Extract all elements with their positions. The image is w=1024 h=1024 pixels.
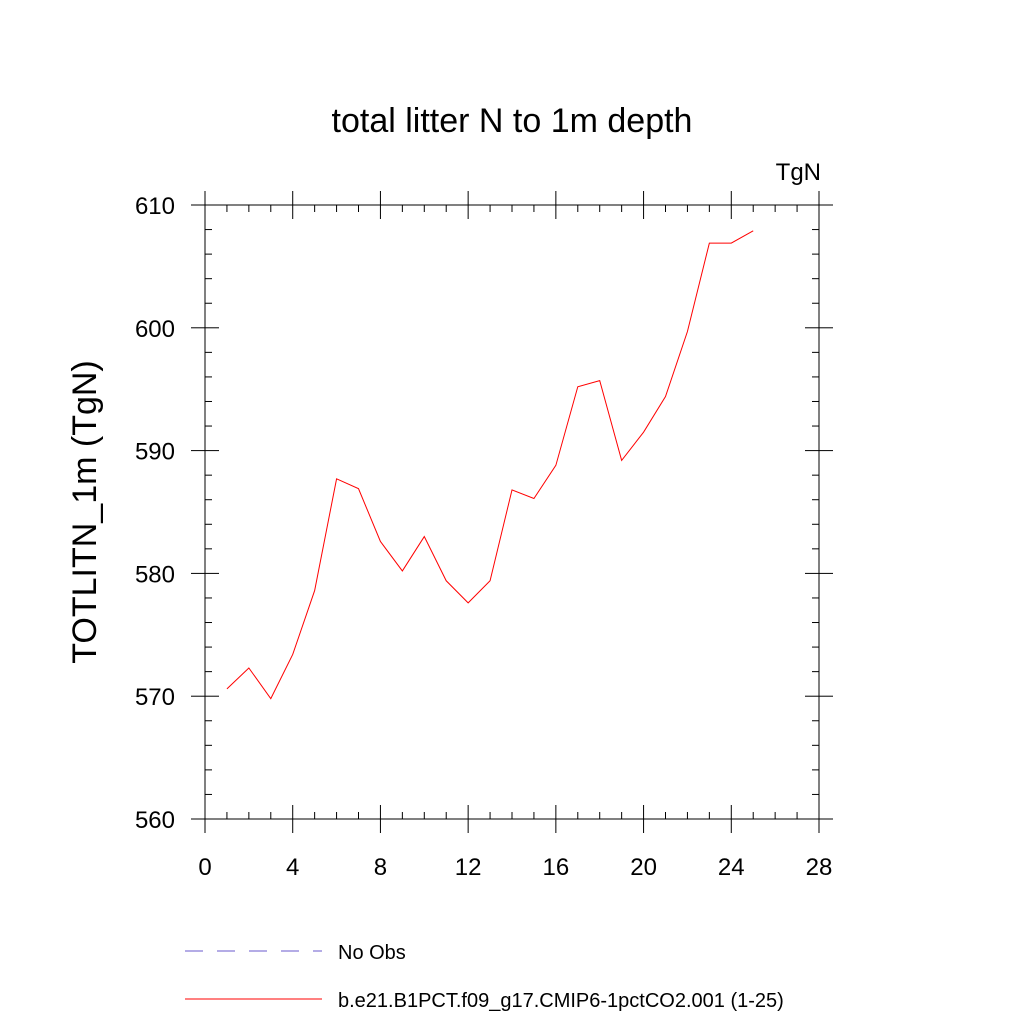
x-tick-label: 24 bbox=[718, 854, 745, 881]
y-tick-label: 560 bbox=[135, 807, 175, 834]
series-line bbox=[226, 230, 754, 700]
x-tick-label: 0 bbox=[198, 854, 211, 881]
chart-title: total litter N to 1m depth bbox=[332, 102, 693, 140]
y-tick-label: 610 bbox=[135, 193, 175, 220]
y-tick-label: 570 bbox=[135, 684, 175, 711]
legend-label: No Obs bbox=[338, 942, 406, 964]
x-tick-label: 12 bbox=[455, 854, 482, 881]
x-tick-label: 16 bbox=[543, 854, 570, 881]
x-tick-label: 4 bbox=[286, 854, 299, 881]
plot-area bbox=[226, 230, 754, 700]
y-axis-label: TOTLITN_1m (TgN) bbox=[66, 360, 104, 664]
legend: No Obs b.e21.B1PCT.f09_g17.CMIP6-1pctCO2.… bbox=[185, 942, 784, 1012]
y-tick-label: 590 bbox=[135, 439, 175, 466]
units-label: TgN bbox=[776, 159, 821, 186]
y-tick-label: 580 bbox=[135, 561, 175, 588]
x-tick-label: 28 bbox=[806, 854, 833, 881]
legend-label: b.e21.B1PCT.f09_g17.CMIP6-1pctCO2.001 (1… bbox=[338, 990, 784, 1012]
x-tick-label: 8 bbox=[374, 854, 387, 881]
x-tick-label: 20 bbox=[630, 854, 657, 881]
plot-frame bbox=[204, 204, 820, 820]
y-tick-label: 600 bbox=[135, 316, 175, 343]
axis-ticks: 0 4 8 12 16 20 24 28 560 570 580 590 600 610 bbox=[135, 191, 833, 881]
